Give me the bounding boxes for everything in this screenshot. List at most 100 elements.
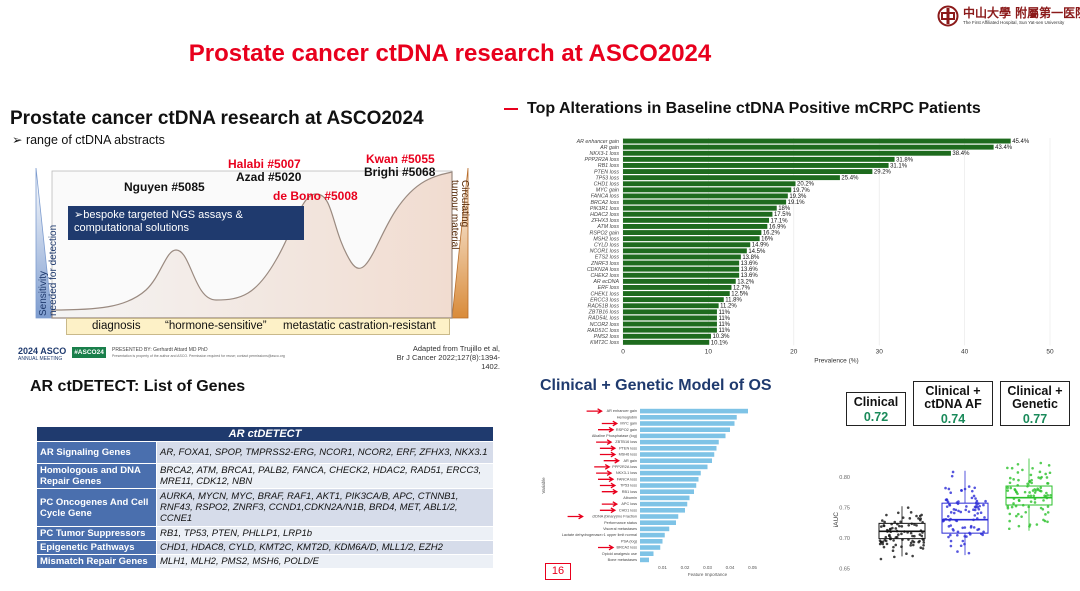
data-point [1006, 486, 1009, 489]
data-point [1038, 470, 1042, 474]
data-label: 13.6% [741, 267, 759, 273]
asco-annual-meeting: ANNUAL MEETING [18, 356, 63, 362]
data-point [1008, 519, 1011, 523]
feature-label: Bone metastases [608, 558, 637, 562]
data-point [978, 504, 981, 508]
y-axis-title: Variable [541, 477, 546, 494]
table-row: PC Tumor Suppressors RB1, TP53, PTEN, PH… [36, 526, 494, 541]
data-point [885, 513, 888, 517]
feature-label: RSPO2 gain [616, 428, 637, 432]
data-point [1047, 464, 1051, 467]
data-point [881, 519, 884, 522]
data-point [974, 497, 977, 500]
data-point [977, 507, 981, 511]
page-number: 16 [545, 563, 571, 580]
data-point [911, 543, 915, 547]
data-point [1012, 502, 1015, 505]
label-azad: Azad #5020 [236, 170, 302, 184]
data-point [1006, 489, 1010, 492]
bar [623, 187, 792, 193]
data-point [911, 539, 914, 543]
data-point [894, 527, 898, 530]
category-label: RAD51C loss [587, 328, 619, 334]
data-label: 10.1% [711, 340, 729, 346]
feature-label: PTEN loss [619, 446, 637, 450]
logo-english-name: The First Affiliated Hospital, Sun Yat-s… [963, 20, 1065, 25]
data-point [1039, 461, 1043, 465]
feature-label: Opioid analgesic use [602, 552, 637, 556]
data-point [905, 552, 908, 556]
data-point [1008, 481, 1012, 485]
y-axis-label-line1: Sensitivity [38, 271, 49, 316]
data-point [1016, 471, 1020, 474]
data-point [1029, 500, 1033, 503]
bar [623, 260, 740, 266]
bar [623, 242, 751, 248]
hospital-logo: 中山大學 附屬第一医院 The First Affiliated Hospita… [935, 2, 1080, 32]
feature-label: APC loss [621, 502, 637, 506]
x-tick-label: 0 [621, 348, 625, 355]
data-point [1017, 499, 1021, 503]
bar [623, 327, 717, 333]
bar [623, 321, 717, 327]
label-debono: de Bono #5008 [273, 189, 358, 203]
x-tick-label: 0.04 [726, 565, 735, 570]
feature-label: MYC gain [620, 422, 637, 426]
highlight-arrow-icon [586, 408, 603, 414]
data-label: 11% [718, 316, 730, 322]
data-point [879, 525, 883, 528]
data-point [888, 533, 891, 537]
category-label: ERF loss [598, 285, 620, 291]
data-point [882, 545, 886, 549]
data-label: 11% [718, 322, 730, 328]
phase-hormone-sensitive: “hormone-sensitive” [165, 320, 267, 332]
importance-bar [640, 557, 649, 563]
category-label: CDKN2A loss [587, 267, 620, 273]
data-point [952, 529, 955, 532]
data-point [975, 503, 978, 507]
box [1005, 485, 1053, 506]
data-point [974, 505, 978, 509]
data-point [972, 526, 976, 529]
data-point [949, 544, 953, 548]
phase-mcrpc: metastatic castration-resistant [283, 320, 436, 332]
data-point [884, 539, 888, 543]
feature-label: Albumin [623, 496, 637, 500]
data-point [1039, 506, 1043, 510]
importance-bar [640, 446, 717, 451]
logo-chinese-name: 中山大學 附屬第一医院 [963, 6, 1080, 20]
model-value: 0.74 [940, 412, 966, 426]
category-label: ATM loss [596, 224, 619, 230]
ngs-callout-box: ➢bespoke targeted NGS assays & computati… [68, 206, 304, 240]
data-point [979, 511, 983, 515]
feature-label: Alkaline Phosphatase (log) [592, 434, 638, 438]
bar [623, 230, 762, 235]
importance-bar [640, 421, 735, 426]
data-point [1030, 481, 1033, 485]
data-point [951, 470, 955, 474]
asco-logo: 2024 ASCO [18, 346, 67, 356]
data-point [1017, 478, 1020, 482]
bar [623, 175, 840, 181]
data-point [970, 496, 974, 500]
data-point [947, 487, 951, 491]
data-point [913, 523, 916, 526]
data-point [893, 520, 897, 524]
data-point [906, 506, 910, 509]
bar [623, 150, 951, 156]
data-point [885, 542, 889, 546]
citation-line2: Br J Cancer 2022;127(8):1394-1402. [396, 353, 500, 371]
highlight-arrow-icon [599, 451, 617, 458]
disease-phase-bar: diagnosis “hormone-sensitive” metastatic… [66, 318, 450, 335]
data-point [891, 549, 895, 553]
data-point [893, 555, 896, 559]
table-row: Mismatch Repair Genes MLH1, MLH2, PMS2, … [36, 554, 494, 569]
category-label: PPP2R2A loss [584, 157, 619, 163]
highlight-arrow-icon [599, 482, 617, 489]
data-point [952, 508, 956, 511]
category-label: ZBTB16 loss [588, 310, 620, 316]
feature-label: ctDNA (binary)/no Fraction [592, 515, 637, 519]
citation-line1: Adapted from Trujillo et al, [412, 344, 500, 353]
importance-bar [640, 477, 699, 482]
y-tick-label: 0.75 [839, 505, 850, 511]
